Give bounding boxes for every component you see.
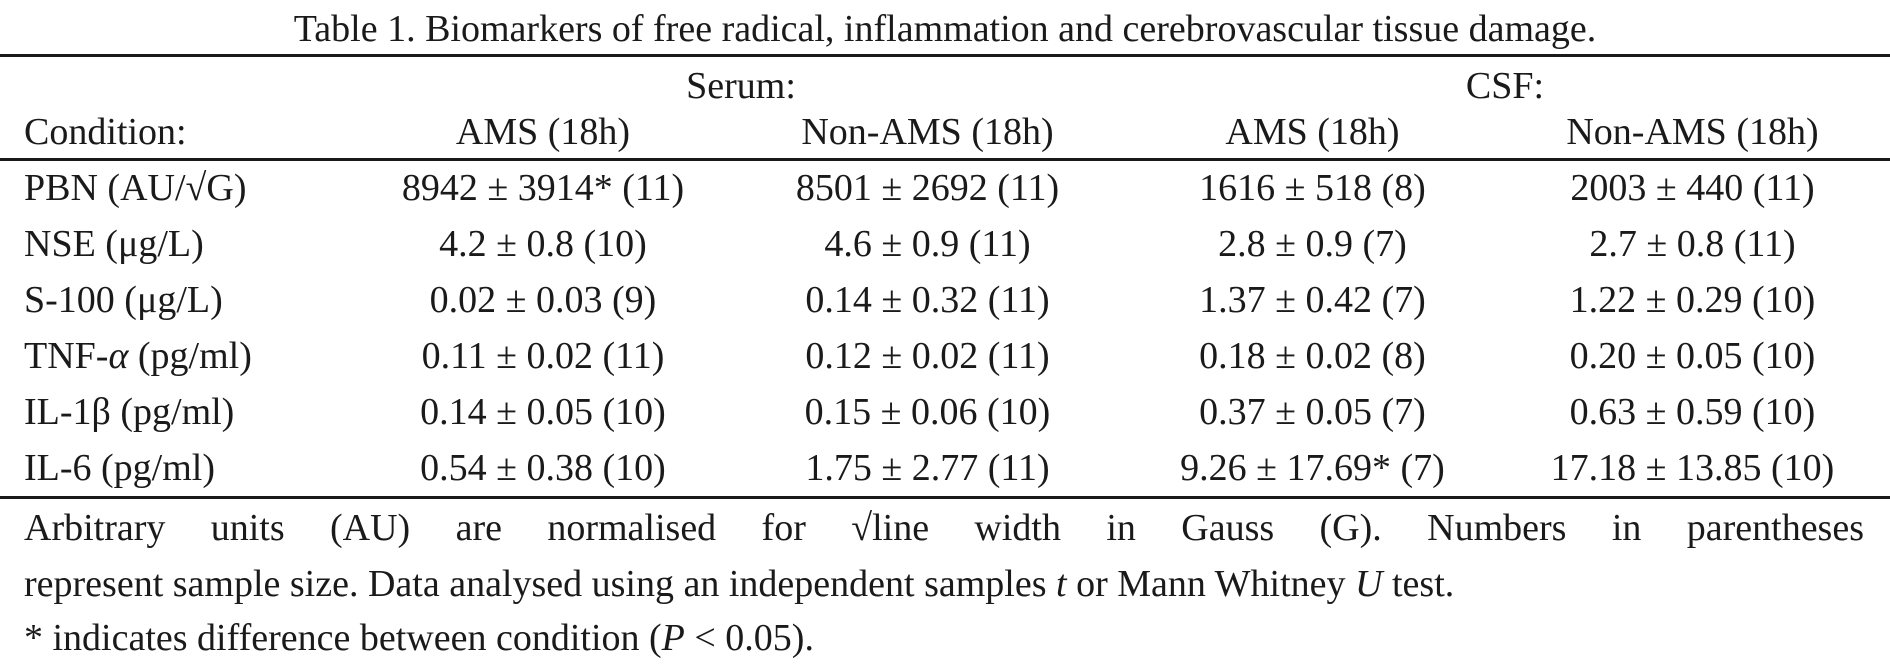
footnote-significance-text-a: * indicates difference between condition… <box>24 617 662 659</box>
header-rule <box>0 158 1890 161</box>
footnote-units: Arbitrary units (AU) are normalised for … <box>24 507 1864 549</box>
table-cell: 2003 ± 440 (11) <box>1570 167 1815 209</box>
footnote-significance: * indicates difference between condition… <box>24 610 1864 666</box>
table-cell: 0.12 ± 0.02 (11) <box>805 335 1050 377</box>
row-label-prefix: TNF- <box>24 335 109 377</box>
top-rule <box>0 54 1890 57</box>
column-header-serum-non-ams: Non-AMS (18h) <box>801 111 1054 153</box>
table-row: TNF-α (pg/ml) 0.11 ± 0.02 (11) 0.12 ± 0.… <box>0 328 1890 384</box>
row-label: IL-1β (pg/ml) <box>24 391 235 433</box>
table-cell: 4.6 ± 0.9 (11) <box>824 223 1031 265</box>
footnote-methods-text-c: test. <box>1382 563 1455 605</box>
row-label-suffix: (pg/ml) <box>128 335 252 377</box>
column-header-csf-ams: AMS (18h) <box>1225 111 1400 153</box>
table-cell: 0.11 ± 0.02 (11) <box>421 335 665 377</box>
table-cell: 2.7 ± 0.8 (11) <box>1589 223 1796 265</box>
table-cell: 0.14 ± 0.05 (10) <box>420 391 666 433</box>
column-header-serum-ams: AMS (18h) <box>455 111 631 153</box>
table-cell: 0.02 ± 0.03 (9) <box>429 279 657 321</box>
group-header-serum: Serum: <box>686 65 796 107</box>
table-cell: 8942 ± 3914* (11) <box>401 167 685 209</box>
table-row: PBN (AU/√G) 8942 ± 3914* (11) 8501 ± 269… <box>0 160 1890 216</box>
group-header-csf: CSF: <box>1465 65 1545 107</box>
table-title: Table 1. Biomarkers of free radical, inf… <box>293 8 1597 50</box>
p-symbol: P <box>661 617 685 659</box>
table-row: IL-6 (pg/ml) 0.54 ± 0.38 (10) 1.75 ± 2.7… <box>0 440 1890 496</box>
table-cell: 0.37 ± 0.05 (7) <box>1199 391 1426 433</box>
table-cell: 0.54 ± 0.38 (10) <box>420 447 666 489</box>
footnote-significance-text-b: < 0.05). <box>684 617 814 659</box>
table-cell: 0.18 ± 0.02 (8) <box>1199 335 1426 377</box>
row-label: NSE (μg/L) <box>24 223 204 265</box>
table-cell: 0.63 ± 0.59 (10) <box>1569 391 1816 433</box>
row-label: S-100 (μg/L) <box>24 279 223 321</box>
table-row: IL-1β (pg/ml) 0.14 ± 0.05 (10) 0.15 ± 0.… <box>0 384 1890 440</box>
footnote-methods-text-b: or Mann Whitney <box>1066 563 1356 605</box>
row-label: TNF-α (pg/ml) <box>24 328 354 384</box>
table-cell: 1616 ± 518 (8) <box>1199 167 1426 209</box>
table-cell: 17.18 ± 13.85 (10) <box>1550 447 1835 489</box>
table-cell: 0.14 ± 0.32 (11) <box>805 279 1050 321</box>
table-cell: 0.15 ± 0.06 (10) <box>804 391 1051 433</box>
footnote-methods-text-a: represent sample size. Data analysed usi… <box>24 563 1056 605</box>
group-header-row: Serum: CSF: <box>0 58 1890 114</box>
table-cell: 0.20 ± 0.05 (10) <box>1569 335 1816 377</box>
table-cell: 9.26 ± 17.69* (7) <box>1180 447 1445 489</box>
row-label: IL-6 (pg/ml) <box>24 447 216 489</box>
t-symbol: t <box>1056 563 1067 605</box>
footnote-methods: represent sample size. Data analysed usi… <box>24 556 1864 612</box>
u-symbol: U <box>1355 563 1383 605</box>
row-label: PBN (AU/√G) <box>24 167 247 209</box>
column-header-row: Condition: AMS (18h) Non-AMS (18h) AMS (… <box>0 104 1890 160</box>
column-header-condition: Condition: <box>24 111 187 153</box>
bottom-rule <box>0 496 1890 499</box>
column-header-csf-non-ams: Non-AMS (18h) <box>1566 111 1819 153</box>
alpha-symbol: α <box>108 335 129 377</box>
table-cell: 4.2 ± 0.8 (10) <box>439 223 647 265</box>
table-cell: 2.8 ± 0.9 (7) <box>1218 223 1407 265</box>
table-cell: 8501 ± 2692 (11) <box>795 167 1060 209</box>
table-cell: 1.75 ± 2.77 (11) <box>805 447 1050 489</box>
table-row: NSE (μg/L) 4.2 ± 0.8 (10) 4.6 ± 0.9 (11)… <box>0 216 1890 272</box>
table-row: S-100 (μg/L) 0.02 ± 0.03 (9) 0.14 ± 0.32… <box>0 272 1890 328</box>
table-cell: 1.22 ± 0.29 (10) <box>1569 279 1816 321</box>
table-cell: 1.37 ± 0.42 (7) <box>1199 279 1426 321</box>
